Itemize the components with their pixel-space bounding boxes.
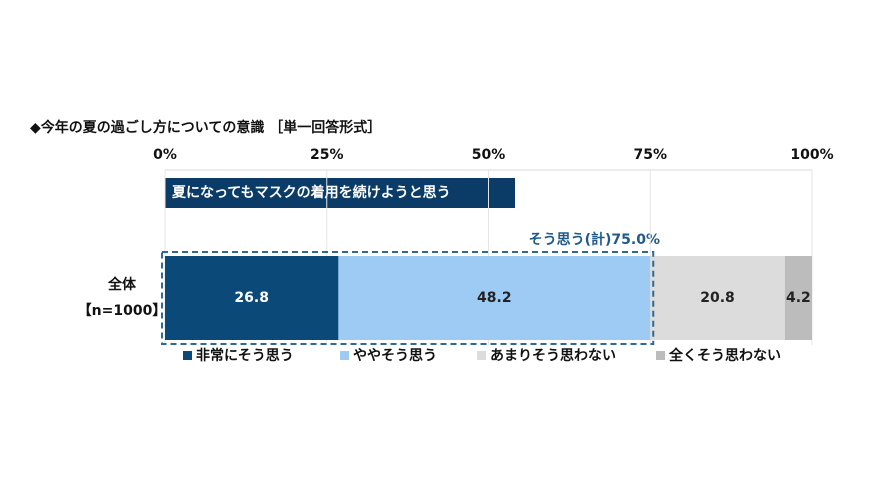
- x-tick-label: 25%: [310, 147, 344, 163]
- x-tick-label: 100%: [790, 147, 833, 163]
- legend-label: 非常にそう思う: [196, 347, 294, 364]
- data-label: 26.8: [234, 290, 269, 306]
- data-label: 4.2: [786, 290, 811, 306]
- legend-label: あまりそう思わない: [490, 348, 616, 364]
- x-tick-label: 0%: [153, 147, 177, 163]
- subtitle: 夏になってもマスクの着用を続けようと思う: [172, 184, 451, 201]
- sample-size: 【n=1000】: [78, 303, 167, 319]
- legend-label: 全くそう思わない: [668, 347, 781, 364]
- legend-label: ややそう思う: [353, 348, 437, 364]
- annotation: そう思う(計)75.0%: [529, 231, 660, 248]
- legend-swatch: [183, 351, 192, 360]
- data-label: 48.2: [477, 290, 512, 306]
- chart-title: ◆今年の夏の過ごし方についての意識 ［単一回答形式］: [30, 119, 381, 136]
- bar-segment: [784, 256, 812, 340]
- legend-swatch: [656, 351, 665, 360]
- bar-segment: [165, 256, 339, 340]
- data-label: 20.8: [700, 290, 735, 306]
- x-tick-label: 50%: [472, 147, 506, 163]
- x-tick-label: 75%: [633, 147, 667, 163]
- legend-swatch: [340, 351, 349, 360]
- question-box: [165, 178, 515, 208]
- bar-segment: [650, 256, 785, 340]
- category-label: 全体: [107, 276, 137, 293]
- legend-swatch: [477, 351, 486, 360]
- agree-box: [161, 251, 655, 345]
- bar-segment: [338, 256, 651, 340]
